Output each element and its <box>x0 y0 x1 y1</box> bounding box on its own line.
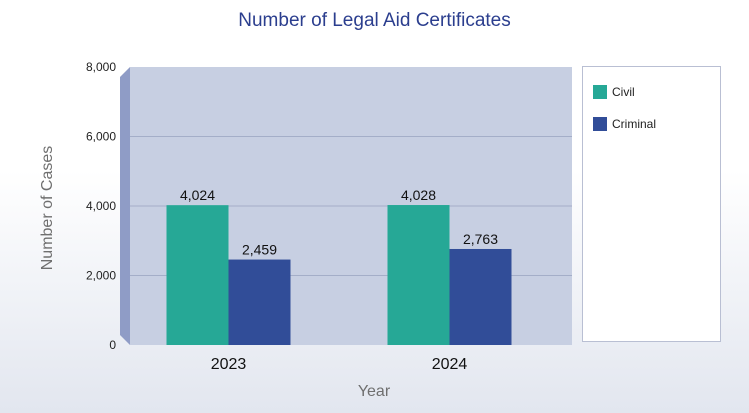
y-tick-label: 4,000 <box>86 199 116 213</box>
legend-swatch-criminal <box>593 117 607 131</box>
data-label-civil-2023: 4,024 <box>180 187 215 203</box>
bar-civil-2024 <box>387 205 450 345</box>
chart-title: Number of Legal Aid Certificates <box>238 10 511 31</box>
y-axis-title: Number of Cases <box>39 146 56 271</box>
y-tick-label: 2,000 <box>86 269 116 283</box>
legend-label-civil: Civil <box>612 85 635 99</box>
y-tick-label: 8,000 <box>86 60 116 74</box>
bar-criminal-2023 <box>228 259 291 345</box>
x-tick-label: 2023 <box>211 356 247 373</box>
legend-item-criminal: Criminal <box>593 116 656 132</box>
data-label-criminal-2023: 2,459 <box>242 242 277 258</box>
x-tick-label: 2024 <box>432 356 468 373</box>
legend-swatch-civil <box>593 85 607 99</box>
data-label-civil-2024: 4,028 <box>401 187 436 203</box>
legend-label-criminal: Criminal <box>612 117 657 131</box>
x-axis-title: Year <box>358 383 391 400</box>
bar-criminal-2024 <box>449 248 512 345</box>
y-tick-label: 0 <box>109 338 116 352</box>
y-tick-label: 6,000 <box>86 130 116 144</box>
plot-side-wall <box>120 67 130 345</box>
data-label-criminal-2024: 2,763 <box>463 231 498 247</box>
bar-civil-2023 <box>166 205 229 345</box>
legend: Civil Criminal <box>582 66 721 342</box>
legend-item-civil: Civil <box>593 84 635 100</box>
